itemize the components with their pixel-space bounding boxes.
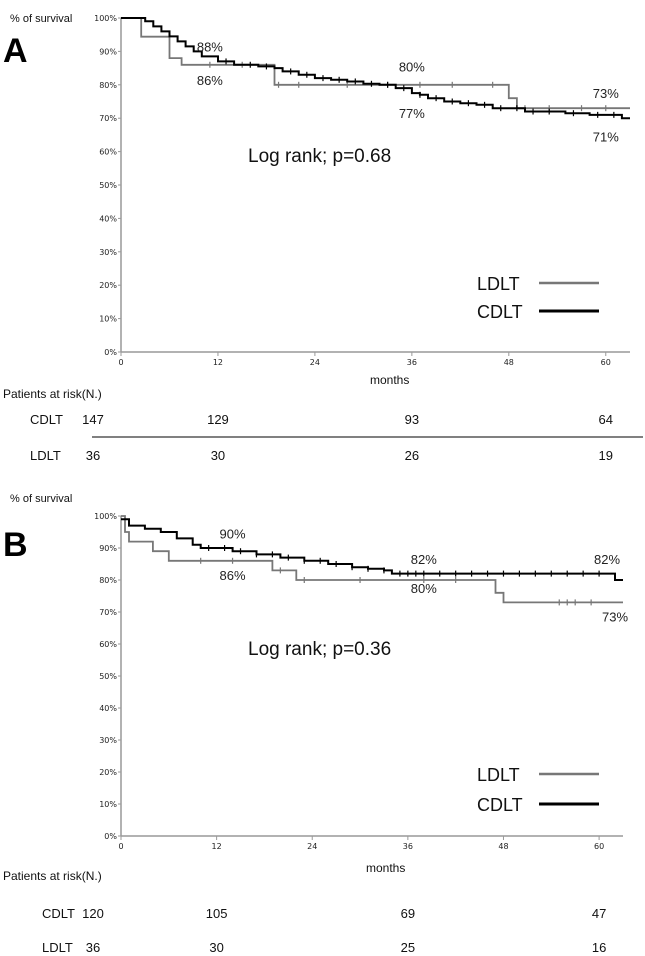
x-tick-label: 12 — [213, 358, 223, 367]
legend-label-cdlt: CDLT — [477, 302, 523, 322]
data-label: 82% — [594, 552, 620, 567]
y-tick-label: 60% — [99, 148, 117, 157]
y-tick-label: 10% — [99, 800, 117, 809]
panel-letter: B — [3, 526, 28, 564]
chart-panel-b: B % of survival 0% 10% 20% 30% 40% 50% 60% 70% 80%… — [3, 493, 628, 955]
y-tick-label: 20% — [99, 768, 117, 777]
x-axis-label: months — [370, 373, 409, 387]
risk-row-label-cdlt: CDLT — [30, 412, 63, 427]
legend-label-ldlt: LDLT — [477, 274, 520, 294]
chart-panel-a: A % of survival 0% 10% 20% 30% 40% 50% 60% 70% 80%… — [3, 13, 643, 463]
y-tick-label: 40% — [99, 214, 117, 223]
legend: LDLT CDLT — [477, 765, 599, 815]
risk-value: 30 — [209, 940, 223, 955]
data-label: 88% — [197, 39, 223, 54]
risk-table-title: Patients at risk(N.) — [3, 869, 102, 883]
x-tick-label: 12 — [212, 842, 222, 851]
data-label: 86% — [197, 73, 223, 88]
data-label: 77% — [399, 106, 425, 121]
risk-value: 25 — [401, 940, 415, 955]
y-tick-label: 100% — [94, 14, 117, 23]
risk-table: Patients at risk(N.) CDLT 120 105 69 47 LDLT 36… — [3, 869, 606, 955]
y-tick-label: 90% — [99, 544, 117, 553]
data-label: 73% — [602, 610, 628, 625]
series-line-ldlt — [121, 17, 630, 110]
legend: LDLT CDLT — [477, 274, 599, 322]
data-label: 86% — [220, 568, 246, 583]
y-tick-label: 0% — [104, 348, 117, 357]
risk-value: 47 — [592, 906, 606, 921]
x-tick-label: 0 — [118, 358, 123, 367]
x-tick-label: 60 — [594, 842, 604, 851]
y-axis-label: % of survival — [10, 13, 72, 25]
data-label: 80% — [399, 59, 425, 74]
data-label: 73% — [593, 86, 619, 101]
y-tick-label: 80% — [99, 576, 117, 585]
risk-value: 19 — [599, 448, 613, 463]
y-axis-label: % of survival — [10, 493, 72, 505]
risk-value: 30 — [211, 448, 225, 463]
log-rank-annotation: Log rank; p=0.68 — [248, 146, 391, 167]
risk-row-label-cdlt: CDLT — [42, 906, 75, 921]
y-tick-label: 90% — [99, 47, 117, 56]
risk-value: 26 — [405, 448, 419, 463]
y-tick-label: 50% — [99, 672, 117, 681]
y-tick-label: 100% — [94, 512, 117, 521]
series-line-cdlt — [121, 17, 630, 120]
risk-value: 64 — [599, 412, 613, 427]
log-rank-annotation: Log rank; p=0.36 — [248, 639, 391, 660]
risk-value: 36 — [86, 448, 100, 463]
risk-table: Patients at risk(N.) CDLT 147 129 93 64 LDLT 36… — [3, 387, 643, 463]
x-tick-label: 24 — [310, 358, 320, 367]
y-tick-label: 80% — [99, 81, 117, 90]
y-tick-label: 50% — [99, 181, 117, 190]
y-tick-label: 40% — [99, 704, 117, 713]
panel-letter: A — [3, 32, 28, 70]
data-label: 82% — [411, 552, 437, 567]
y-tick-label: 30% — [99, 248, 117, 257]
x-tick-label: 48 — [504, 358, 514, 367]
risk-value: 36 — [86, 940, 100, 955]
legend-label-cdlt: CDLT — [477, 795, 523, 815]
risk-row-label-ldlt: LDLT — [42, 940, 73, 955]
y-tick-label: 20% — [99, 281, 117, 290]
legend-label-ldlt: LDLT — [477, 765, 520, 785]
risk-value: 120 — [82, 906, 104, 921]
data-label: 71% — [593, 130, 619, 145]
risk-value: 129 — [207, 412, 229, 427]
risk-value: 105 — [206, 906, 228, 921]
risk-value: 16 — [592, 940, 606, 955]
risk-value: 69 — [401, 906, 415, 921]
y-tick-label: 70% — [99, 608, 117, 617]
x-tick-label: 36 — [407, 358, 417, 367]
y-tick-label: 0% — [104, 832, 117, 841]
x-tick-label: 0 — [118, 842, 123, 851]
data-label: 90% — [220, 526, 246, 541]
risk-row-label-ldlt: LDLT — [30, 448, 61, 463]
x-tick-label: 36 — [403, 842, 413, 851]
y-tick-label: 30% — [99, 736, 117, 745]
x-tick-label: 24 — [307, 842, 317, 851]
y-tick-label: 10% — [99, 315, 117, 324]
risk-value: 147 — [82, 412, 104, 427]
x-tick-label: 48 — [498, 842, 508, 851]
y-tick-label: 70% — [99, 114, 117, 123]
y-tick-label: 60% — [99, 640, 117, 649]
series-line-cdlt — [121, 518, 623, 581]
x-tick-label: 60 — [601, 358, 611, 367]
series-line-ldlt — [121, 515, 623, 604]
data-label: 80% — [411, 581, 437, 596]
x-axis-label: months — [366, 861, 405, 875]
risk-table-title: Patients at risk(N.) — [3, 387, 102, 401]
risk-value: 93 — [405, 412, 419, 427]
